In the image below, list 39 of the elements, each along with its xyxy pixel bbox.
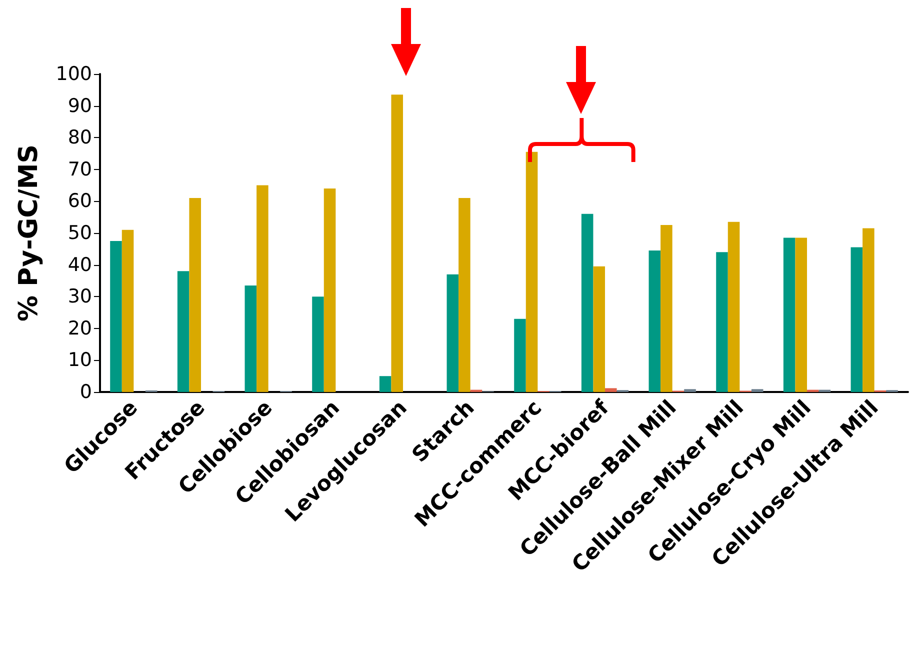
y-tick-label: 10 bbox=[68, 349, 92, 372]
bar bbox=[256, 185, 268, 392]
bar bbox=[593, 266, 605, 392]
y-tick-label: 30 bbox=[68, 286, 92, 308]
bar bbox=[122, 230, 134, 392]
bar bbox=[446, 274, 459, 392]
bar bbox=[684, 389, 696, 392]
bar bbox=[660, 225, 672, 392]
bar bbox=[458, 198, 470, 392]
bar bbox=[850, 247, 863, 392]
bar bbox=[177, 271, 190, 392]
y-tick-label: 50 bbox=[68, 222, 92, 244]
y-tick-label: 100 bbox=[56, 63, 92, 85]
bar bbox=[605, 388, 617, 392]
y-tick-label: 60 bbox=[68, 190, 92, 212]
bar bbox=[751, 389, 764, 392]
bar bbox=[716, 252, 728, 392]
y-tick-label: 40 bbox=[68, 254, 92, 276]
y-tick-label: 70 bbox=[68, 158, 92, 180]
bar bbox=[795, 238, 807, 392]
bar bbox=[728, 222, 740, 392]
bar bbox=[783, 238, 796, 392]
bar bbox=[379, 376, 392, 392]
y-tick-label: 90 bbox=[68, 94, 92, 117]
bar bbox=[110, 240, 122, 392]
y-tick-label: 80 bbox=[68, 126, 92, 149]
bar bbox=[189, 198, 201, 392]
bar bbox=[312, 296, 324, 392]
bar bbox=[391, 94, 403, 392]
bar bbox=[581, 214, 594, 392]
bar bbox=[862, 228, 874, 392]
bar bbox=[324, 188, 336, 392]
bar bbox=[526, 152, 538, 392]
y-axis-title: % Py-GC/MS bbox=[14, 144, 44, 322]
bar bbox=[244, 285, 257, 392]
bar bbox=[514, 318, 526, 392]
bar bbox=[648, 250, 661, 392]
y-tick-label: 20 bbox=[68, 317, 92, 340]
y-tick-label: 0 bbox=[80, 381, 92, 403]
